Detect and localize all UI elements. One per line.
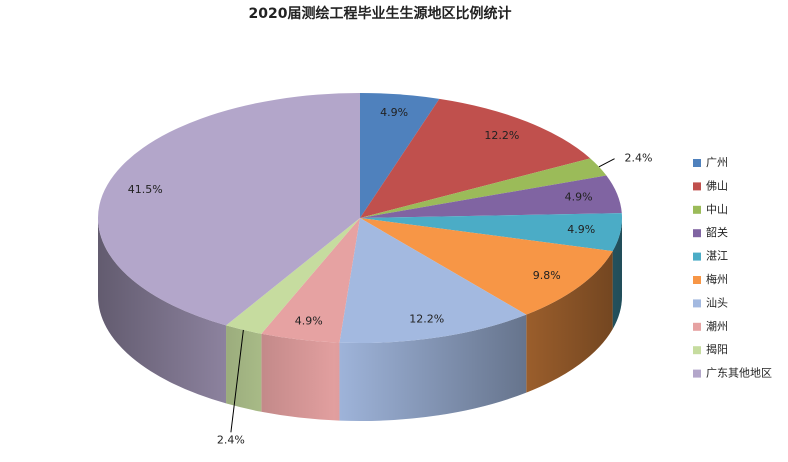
- legend-label: 广州: [706, 156, 728, 169]
- slice: [360, 175, 622, 218]
- data-label: 2.4%: [217, 433, 245, 446]
- legend-swatch: [693, 322, 701, 331]
- slice: [360, 158, 607, 218]
- legend-label: 佛山: [706, 179, 728, 192]
- legend-label: 韶关: [706, 225, 728, 239]
- legend-label: 汕头: [706, 296, 728, 309]
- data-label: 9.8%: [533, 269, 561, 282]
- legend-label: 广东其他地区: [706, 367, 772, 380]
- slice: [360, 218, 613, 315]
- legend-swatch: [693, 369, 701, 378]
- leader-line: [230, 329, 244, 433]
- data-label: 12.2%: [409, 312, 444, 325]
- slice: [360, 213, 622, 252]
- data-label: 41.5%: [128, 183, 163, 196]
- legend-swatch: [693, 159, 701, 167]
- legend-label: 中山: [706, 203, 728, 216]
- legend-swatch: [693, 252, 701, 261]
- data-label: 4.9%: [567, 223, 595, 236]
- legend-swatch: [693, 229, 701, 238]
- data-label: 2.4%: [625, 152, 653, 165]
- data-label: 4.9%: [380, 106, 408, 119]
- slice: [339, 218, 527, 344]
- legend-swatch: [693, 205, 701, 214]
- slice: [226, 218, 360, 334]
- legend-label: 湛江: [706, 250, 728, 263]
- chart-title: 2020届测绘工程毕业生生源地区比例统计: [249, 5, 512, 22]
- legend-swatch: [693, 182, 701, 191]
- slice: [360, 93, 440, 218]
- slice: [97, 93, 360, 326]
- data-label: 4.9%: [565, 191, 593, 204]
- legend-swatch: [693, 299, 701, 308]
- slice-side-shade: [612, 218, 622, 330]
- legend-swatch: [693, 276, 701, 284]
- leader-line: [598, 158, 615, 168]
- slice-side-shade: [526, 251, 613, 393]
- slice-side-shade: [339, 314, 527, 422]
- legend-label: 梅州: [706, 272, 728, 286]
- slice-side-shade: [261, 333, 340, 421]
- slice: [261, 218, 360, 343]
- legend-label: 潮州: [706, 319, 728, 333]
- slice: [360, 98, 591, 218]
- slice-side-shade: [98, 218, 227, 404]
- legend-swatch: [693, 346, 701, 355]
- legend-label: 揭阳: [706, 342, 728, 356]
- data-label: 4.9%: [295, 314, 323, 327]
- slice-side-shade: [226, 325, 262, 412]
- data-label: 12.2%: [484, 129, 519, 142]
